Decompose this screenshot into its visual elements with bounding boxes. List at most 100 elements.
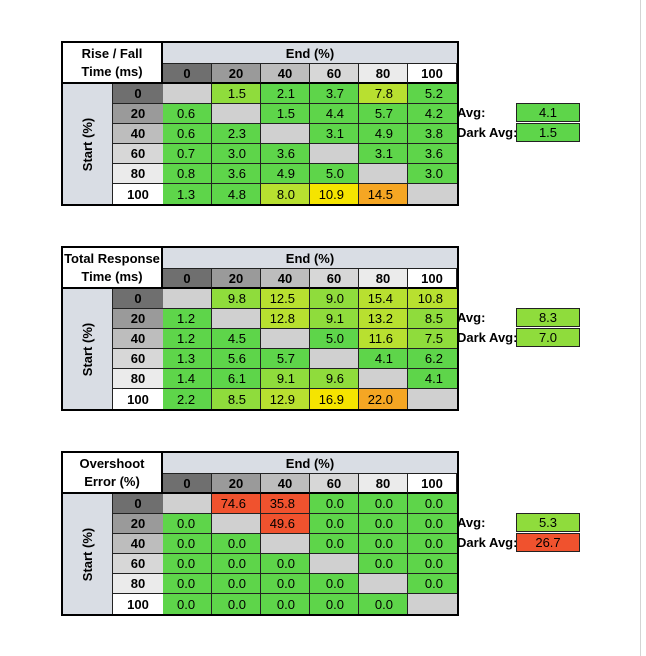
row-header: 20 xyxy=(113,309,163,329)
table-cell: 3.1 xyxy=(359,144,408,164)
dark-avg-value: 7.0 xyxy=(516,328,580,347)
table-cell: 0.0 xyxy=(163,514,212,534)
row-header: 40 xyxy=(113,124,163,144)
table-cell: 0.0 xyxy=(408,574,457,594)
column-header: 80 xyxy=(359,474,408,494)
table-cell: 3.7 xyxy=(310,84,359,104)
table-cell: 4.1 xyxy=(359,349,408,369)
table-cell: 11.6 xyxy=(359,329,408,349)
table-cell xyxy=(212,514,261,534)
column-header: 0 xyxy=(163,269,212,289)
table-cell: 0.6 xyxy=(163,124,212,144)
table-cell xyxy=(163,494,212,514)
row-header: 40 xyxy=(113,534,163,554)
table-cell: 3.6 xyxy=(261,144,310,164)
table-cell: 1.5 xyxy=(212,84,261,104)
table-cell: 3.8 xyxy=(408,124,457,144)
table-cell xyxy=(359,164,408,184)
table-title: Total Response Time (ms) xyxy=(63,248,163,289)
table-cell: 0.0 xyxy=(261,574,310,594)
column-header: 0 xyxy=(163,474,212,494)
column-header: 80 xyxy=(359,64,408,84)
dark-avg-label: Dark Avg: xyxy=(457,535,518,550)
table-cell xyxy=(408,389,457,409)
table-cell: 0.8 xyxy=(163,164,212,184)
summary-panel: Avg: 8.3 Dark Avg: 7.0 xyxy=(457,308,641,350)
table-cell: 22.0 xyxy=(359,389,408,409)
table-cell: 5.7 xyxy=(359,104,408,124)
table-title: Overshoot Error (%) xyxy=(63,453,163,494)
table-cell xyxy=(310,349,359,369)
table-cell: 0.0 xyxy=(261,554,310,574)
row-header: 60 xyxy=(113,554,163,574)
table-cell: 0.0 xyxy=(212,594,261,614)
table-cell: 9.1 xyxy=(310,309,359,329)
dark-avg-label: Dark Avg: xyxy=(457,330,518,345)
table-cell: 1.3 xyxy=(163,349,212,369)
table-cell: 0.0 xyxy=(359,534,408,554)
table-title-line2: Error (%) xyxy=(84,473,140,489)
row-header: 0 xyxy=(113,84,163,104)
table-cell: 7.5 xyxy=(408,329,457,349)
table-cell: 74.6 xyxy=(212,494,261,514)
table-cell: 9.0 xyxy=(310,289,359,309)
table-cell: 13.2 xyxy=(359,309,408,329)
table-cell xyxy=(163,84,212,104)
dark-avg-value: 1.5 xyxy=(516,123,580,142)
table-title-line1: Overshoot xyxy=(79,456,145,472)
avg-value: 4.1 xyxy=(516,103,580,122)
response-table-block: Total Response Time (ms) End (%) 0 20 40 60 80 1… xyxy=(61,246,641,411)
avg-value: 8.3 xyxy=(516,308,580,327)
table-cell: 16.9 xyxy=(310,389,359,409)
table-cell xyxy=(408,184,457,204)
table-cell: 0.0 xyxy=(310,594,359,614)
table-cell: 3.6 xyxy=(408,144,457,164)
row-header: 20 xyxy=(113,104,163,124)
table-cell: 5.0 xyxy=(310,329,359,349)
table-cell: 1.3 xyxy=(163,184,212,204)
table-cell xyxy=(261,329,310,349)
avg-label: Avg: xyxy=(457,105,486,120)
page-edge-divider xyxy=(640,0,641,656)
table-cell: 0.0 xyxy=(163,594,212,614)
row-header: 40 xyxy=(113,329,163,349)
table-cell: 2.3 xyxy=(212,124,261,144)
table-cell: 7.8 xyxy=(359,84,408,104)
table-title-line1: Rise / Fall xyxy=(81,46,143,62)
table-cell: 10.9 xyxy=(310,184,359,204)
response-table: Rise / Fall Time (ms) End (%) 0 20 40 60 80 100 S… xyxy=(61,41,459,206)
response-table: Total Response Time (ms) End (%) 0 20 40 60 80 1… xyxy=(61,246,459,411)
table-cell: 4.9 xyxy=(261,164,310,184)
table-cell xyxy=(212,104,261,124)
table-cell: 12.5 xyxy=(261,289,310,309)
row-header: 60 xyxy=(113,144,163,164)
table-cell: 3.1 xyxy=(310,124,359,144)
table-cell: 0.0 xyxy=(310,534,359,554)
table-cell: 0.0 xyxy=(359,594,408,614)
table-cell xyxy=(261,124,310,144)
table-cell: 15.4 xyxy=(359,289,408,309)
table-cell xyxy=(310,554,359,574)
start-percent-label: Start (%) xyxy=(63,494,113,614)
table-cell: 1.5 xyxy=(261,104,310,124)
table-cell: 4.5 xyxy=(212,329,261,349)
table-cell: 2.2 xyxy=(163,389,212,409)
summary-panel: Avg: 4.1 Dark Avg: 1.5 xyxy=(457,103,641,145)
start-percent-text: Start (%) xyxy=(80,117,96,171)
table-cell: 8.5 xyxy=(408,309,457,329)
table-cell: 0.6 xyxy=(163,104,212,124)
table-cell: 0.0 xyxy=(359,554,408,574)
row-header: 80 xyxy=(113,574,163,594)
row-header: 0 xyxy=(113,289,163,309)
avg-value: 5.3 xyxy=(516,513,580,532)
table-cell: 4.9 xyxy=(359,124,408,144)
table-cell: 0.0 xyxy=(310,514,359,534)
table-cell: 12.9 xyxy=(261,389,310,409)
table-cell: 0.0 xyxy=(359,494,408,514)
table-cell: 5.6 xyxy=(212,349,261,369)
table-cell: 2.1 xyxy=(261,84,310,104)
start-percent-header: Start (%) 0 20 40 60 80 100 xyxy=(63,84,163,204)
column-header: 20 xyxy=(212,474,261,494)
table-cell: 0.0 xyxy=(163,534,212,554)
dark-avg-value: 26.7 xyxy=(516,533,580,552)
